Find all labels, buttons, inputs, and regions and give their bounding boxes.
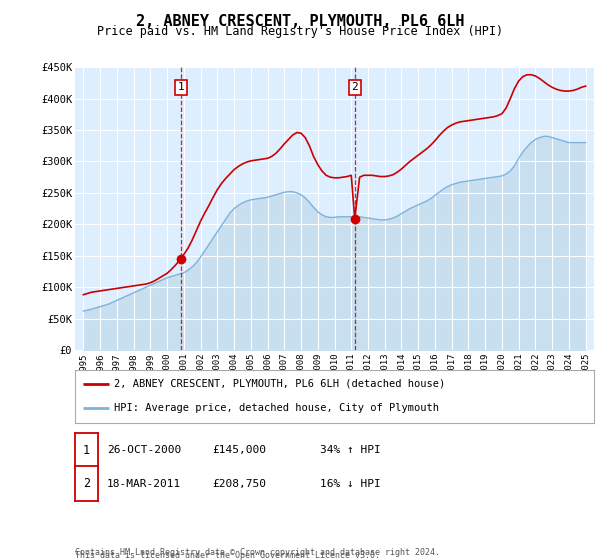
Text: £208,750: £208,750 [212,479,266,489]
Text: 1: 1 [178,82,184,92]
Text: 2: 2 [352,82,358,92]
Text: 16% ↓ HPI: 16% ↓ HPI [320,479,380,489]
Text: 34% ↑ HPI: 34% ↑ HPI [320,445,380,455]
Text: 18-MAR-2011: 18-MAR-2011 [107,479,181,489]
Text: Price paid vs. HM Land Registry's House Price Index (HPI): Price paid vs. HM Land Registry's House … [97,25,503,38]
Text: This data is licensed under the Open Government Licence v3.0.: This data is licensed under the Open Gov… [75,551,380,560]
Text: 26-OCT-2000: 26-OCT-2000 [107,445,181,455]
Text: 1: 1 [83,444,90,457]
Text: 2, ABNEY CRESCENT, PLYMOUTH, PL6 6LH: 2, ABNEY CRESCENT, PLYMOUTH, PL6 6LH [136,14,464,29]
Text: HPI: Average price, detached house, City of Plymouth: HPI: Average price, detached house, City… [114,403,439,413]
Text: Contains HM Land Registry data © Crown copyright and database right 2024.: Contains HM Land Registry data © Crown c… [75,548,440,557]
Text: £145,000: £145,000 [212,445,266,455]
Text: 2, ABNEY CRESCENT, PLYMOUTH, PL6 6LH (detached house): 2, ABNEY CRESCENT, PLYMOUTH, PL6 6LH (de… [114,379,445,389]
Text: 2: 2 [83,477,90,491]
